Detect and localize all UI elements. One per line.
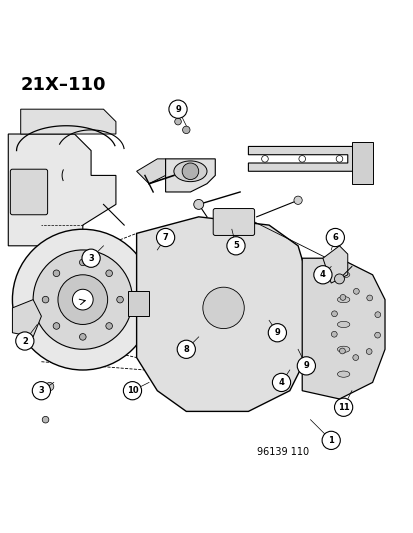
Polygon shape xyxy=(248,147,359,171)
Circle shape xyxy=(334,274,344,284)
Circle shape xyxy=(293,196,301,204)
Polygon shape xyxy=(136,217,310,411)
Circle shape xyxy=(330,332,336,337)
Circle shape xyxy=(374,312,380,318)
Circle shape xyxy=(32,382,50,400)
Circle shape xyxy=(261,156,268,162)
Circle shape xyxy=(79,259,86,265)
Circle shape xyxy=(297,357,315,375)
Ellipse shape xyxy=(337,296,349,303)
Circle shape xyxy=(177,340,195,358)
Polygon shape xyxy=(21,109,116,134)
Circle shape xyxy=(42,416,49,423)
Text: 6: 6 xyxy=(332,233,337,242)
Circle shape xyxy=(106,270,112,277)
Circle shape xyxy=(298,156,305,162)
Circle shape xyxy=(334,398,352,416)
Ellipse shape xyxy=(337,371,349,377)
Text: 5: 5 xyxy=(233,241,238,251)
Ellipse shape xyxy=(337,321,349,328)
Circle shape xyxy=(202,287,244,329)
Circle shape xyxy=(42,296,49,303)
Circle shape xyxy=(272,373,290,392)
Circle shape xyxy=(53,270,59,277)
Text: 11: 11 xyxy=(337,403,349,412)
Circle shape xyxy=(366,295,372,301)
Circle shape xyxy=(321,431,339,449)
Circle shape xyxy=(116,296,123,303)
Polygon shape xyxy=(322,246,347,283)
Circle shape xyxy=(45,382,54,391)
Text: 9: 9 xyxy=(274,328,280,337)
Circle shape xyxy=(12,229,153,370)
Text: 9: 9 xyxy=(303,361,309,370)
Text: 4: 4 xyxy=(278,378,284,387)
Text: 7: 7 xyxy=(162,233,168,242)
Circle shape xyxy=(353,288,358,294)
Circle shape xyxy=(182,163,198,180)
Circle shape xyxy=(313,265,331,284)
Text: 10: 10 xyxy=(126,386,138,395)
Text: 2: 2 xyxy=(22,336,28,345)
Bar xyxy=(128,292,149,316)
Circle shape xyxy=(79,334,86,340)
Circle shape xyxy=(156,229,174,247)
Circle shape xyxy=(174,118,181,125)
Circle shape xyxy=(331,311,337,317)
Circle shape xyxy=(268,324,286,342)
Circle shape xyxy=(339,348,344,354)
Polygon shape xyxy=(301,258,384,399)
Circle shape xyxy=(33,250,132,349)
Polygon shape xyxy=(351,142,372,184)
Circle shape xyxy=(335,156,342,162)
Circle shape xyxy=(53,322,59,329)
Text: 1: 1 xyxy=(328,436,333,445)
Circle shape xyxy=(182,126,190,134)
FancyBboxPatch shape xyxy=(10,169,47,215)
Polygon shape xyxy=(165,159,215,192)
Circle shape xyxy=(82,249,100,268)
Circle shape xyxy=(123,382,141,400)
Text: 9: 9 xyxy=(175,104,180,114)
Polygon shape xyxy=(136,159,165,184)
Text: 21X–110: 21X–110 xyxy=(21,76,106,94)
Circle shape xyxy=(58,275,107,325)
Circle shape xyxy=(325,229,344,247)
Circle shape xyxy=(374,332,380,338)
Circle shape xyxy=(169,100,187,118)
Circle shape xyxy=(106,322,112,329)
Ellipse shape xyxy=(337,272,349,278)
Circle shape xyxy=(339,295,345,300)
Circle shape xyxy=(72,289,93,310)
Text: 3: 3 xyxy=(38,386,44,395)
Text: 4: 4 xyxy=(319,270,325,279)
Text: 8: 8 xyxy=(183,345,189,354)
FancyBboxPatch shape xyxy=(213,208,254,236)
Polygon shape xyxy=(8,134,116,246)
Polygon shape xyxy=(12,300,41,337)
Circle shape xyxy=(16,332,34,350)
Circle shape xyxy=(352,354,358,360)
Ellipse shape xyxy=(173,161,206,182)
Circle shape xyxy=(193,199,203,209)
Circle shape xyxy=(366,349,371,354)
Circle shape xyxy=(226,237,244,255)
Ellipse shape xyxy=(337,346,349,352)
Text: 3: 3 xyxy=(88,254,94,263)
Text: 96139 110: 96139 110 xyxy=(256,447,308,457)
